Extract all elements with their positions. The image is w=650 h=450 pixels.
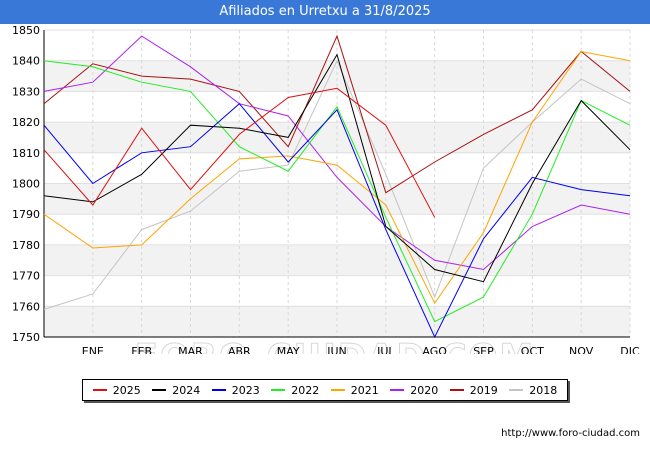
legend: 2025 2024 2023 2022 2021 2020 2019 2018 <box>82 379 568 401</box>
chart-title: Afiliados en Urretxu a 31/8/2025 <box>0 0 650 24</box>
x-tick-label: SEP <box>473 345 494 354</box>
legend-item-2022: 2022 <box>271 384 319 397</box>
series-line-2025 <box>43 87 436 218</box>
series-line-2020 <box>43 35 631 271</box>
legend-item-2025: 2025 <box>92 383 141 397</box>
legend-swatch <box>271 389 286 391</box>
x-tick-label: NOV <box>569 345 594 354</box>
y-tick-label: 1750 <box>12 331 40 344</box>
x-tick-label: JUN <box>326 345 347 354</box>
legend-label: 2023 <box>231 383 260 397</box>
x-tick-label: MAY <box>277 345 300 354</box>
x-tick-label: JUL <box>376 345 395 354</box>
y-tick-label: 1810 <box>12 147 40 160</box>
legend-item-2024: 2024 <box>152 384 200 397</box>
legend-label: 2024 <box>172 383 201 397</box>
series-line-2024 <box>43 53 631 283</box>
y-tick-label: 1830 <box>12 85 40 98</box>
legend-label: 2022 <box>291 383 320 397</box>
x-tick-labels: ENE FEB MAR ABR MAY JUN JUL AGO SEP OCT NOV DIC <box>82 345 640 354</box>
x-tick-label: DIC <box>620 345 640 354</box>
legend-item-2019: 2019 <box>449 383 498 397</box>
legend-item-2021: 2021 <box>330 383 379 397</box>
x-tick-label: AGO <box>422 345 447 354</box>
legend-item-2020: 2020 <box>390 384 438 397</box>
y-tick-label: 1780 <box>12 239 40 252</box>
series-lines <box>43 34 631 339</box>
legend-label: 2025 <box>112 383 141 397</box>
x-tick-label: MAR <box>178 345 203 354</box>
legend-swatch <box>92 389 107 391</box>
legend-label: 2018 <box>529 383 558 397</box>
legend-label: 2019 <box>469 383 498 397</box>
legend-item-2018: 2018 <box>509 384 557 397</box>
legend-label: 2020 <box>410 383 439 397</box>
x-tick-label: ENE <box>82 345 104 354</box>
legend-item-2023: 2023 <box>211 383 260 397</box>
legend-swatch <box>449 389 464 391</box>
x-tick-label: OCT <box>521 345 544 354</box>
legend-swatch <box>152 389 167 391</box>
line-chart: FORO-CIUDAD.COM 1750 1760 1770 1780 1790 1800… <box>12 24 640 354</box>
legend-swatch <box>390 389 405 391</box>
watermark: FORO-CIUDAD.COM <box>135 337 536 354</box>
series-line-2023 <box>43 102 631 339</box>
series-line-2022 <box>43 60 631 323</box>
legend-swatch <box>330 389 345 391</box>
y-tick-label: 1820 <box>12 116 40 129</box>
x-tick-label: FEB <box>131 345 152 354</box>
series-line-2021 <box>43 50 631 305</box>
y-tick-label: 1800 <box>12 178 40 191</box>
legend-swatch <box>509 389 524 391</box>
x-tick-label: ABR <box>228 345 251 354</box>
y-tick-label: 1770 <box>12 270 40 283</box>
source-url[interactable]: http://www.foro-ciudad.com <box>501 428 640 439</box>
y-tick-labels: 1750 1760 1770 1780 1790 1800 1810 1820 1830 1840… <box>12 24 40 344</box>
y-tick-label: 1840 <box>12 55 40 68</box>
series-line-2019 <box>43 34 631 194</box>
y-tick-label: 1790 <box>12 208 40 221</box>
legend-swatch <box>211 389 226 391</box>
y-tick-label: 1760 <box>12 300 40 313</box>
y-tick-label: 1850 <box>12 24 40 37</box>
legend-label: 2021 <box>350 383 379 397</box>
